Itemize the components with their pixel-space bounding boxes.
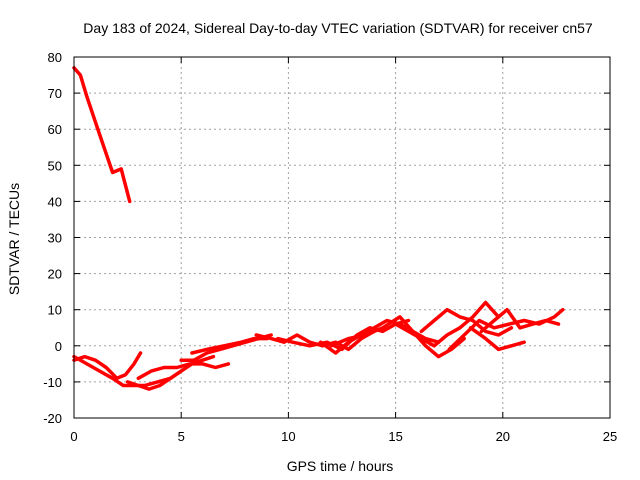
y-tick-label: 60 xyxy=(48,122,62,137)
x-axis-label: GPS time / hours xyxy=(287,458,394,474)
axes: 0 5 10 15 20 25 -20 -10 0 10 20 30 40 50 60 70 80 xyxy=(43,50,617,444)
y-tick-label: 20 xyxy=(48,267,62,282)
series-layer xyxy=(72,66,565,391)
series-arc-13 xyxy=(419,307,514,337)
y-tick-label: 40 xyxy=(48,194,62,209)
series-arc-2 xyxy=(72,351,143,381)
x-tick-label: 0 xyxy=(70,429,77,444)
y-tick-label: 80 xyxy=(48,50,62,65)
y-tick-label: 30 xyxy=(48,231,62,246)
series-arc-7 xyxy=(190,336,269,355)
y-tick-label: 10 xyxy=(48,303,62,318)
series-arc-4 xyxy=(125,354,216,391)
series-arc-10 xyxy=(318,318,441,355)
x-tick-label: 15 xyxy=(388,429,402,444)
y-tick-label: 50 xyxy=(48,158,62,173)
series-arc-5 xyxy=(136,362,231,381)
series-arc-11 xyxy=(329,315,466,359)
x-tick-label: 10 xyxy=(281,429,295,444)
grid xyxy=(74,57,610,418)
x-tick-label: 25 xyxy=(603,429,617,444)
chart-title: Day 183 of 2024, Sidereal Day-to-day VTE… xyxy=(83,20,593,36)
y-tick-label: 70 xyxy=(48,86,62,101)
series-arc-16 xyxy=(479,307,561,334)
series-arc-15 xyxy=(468,326,526,352)
y-tick-label: -10 xyxy=(43,375,62,390)
series-arc-3 xyxy=(72,354,183,388)
y-tick-label: 0 xyxy=(55,339,62,354)
series-arc-14 xyxy=(447,307,565,352)
y-axis-label: SDTVAR / TECUs xyxy=(6,183,22,295)
y-tick-label: -20 xyxy=(43,411,62,426)
series-arc-12 xyxy=(393,300,501,348)
series-arc-1 xyxy=(72,66,132,204)
x-tick-label: 20 xyxy=(496,429,510,444)
x-tick-label: 5 xyxy=(178,429,185,444)
